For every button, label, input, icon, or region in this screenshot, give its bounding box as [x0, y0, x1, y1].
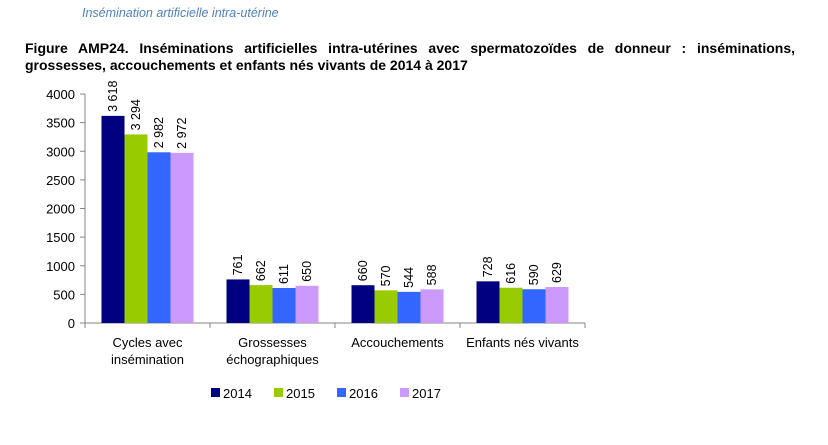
legend-swatch-2014: [211, 388, 220, 397]
category-label-1: échographiques: [226, 352, 319, 367]
y-tick-label: 3500: [46, 116, 75, 131]
bar-2015-3: [499, 287, 523, 323]
y-tick-label: 500: [53, 287, 75, 302]
value-label-2015-3: 616: [504, 263, 518, 284]
bar-2014-3: [476, 281, 500, 323]
value-label-2017-1: 650: [300, 261, 314, 282]
chart-category-labels: Cycles avec insémination Grossesses échogra…: [111, 335, 579, 367]
category-label-3: Enfants nés vivants: [466, 335, 579, 350]
legend-label-2017: 2017: [412, 386, 441, 401]
legend-label-2016: 2016: [349, 386, 378, 401]
value-label-2015-1: 662: [254, 260, 268, 281]
value-label-2017-3: 629: [550, 262, 564, 283]
bar-2016-1: [272, 288, 296, 323]
chart-axes: 0 500 1000 1500 2000 2500 3000 3500 4000: [46, 87, 586, 331]
bar-2015-2: [374, 290, 398, 323]
y-tick-label: 2000: [46, 202, 75, 217]
legend-label-2014: 2014: [223, 386, 252, 401]
value-label-2016-2: 544: [402, 267, 416, 288]
value-label-2014-3: 728: [481, 256, 495, 277]
value-label-2014-0: 3 618: [106, 81, 120, 112]
y-tick-label: 1500: [46, 230, 75, 245]
y-tick-label: 2500: [46, 173, 75, 188]
bar-2015-0: [124, 134, 148, 323]
legend-swatch-2017: [400, 388, 409, 397]
category-label-2: Accouchements: [351, 335, 444, 350]
legend-swatch-2015: [274, 388, 283, 397]
bar-2016-2: [397, 291, 421, 323]
y-tick-label: 1000: [46, 259, 75, 274]
bar-2015-1: [249, 285, 273, 323]
category-label-0: Cycles avec: [112, 335, 183, 350]
value-label-2015-2: 570: [379, 265, 393, 286]
bar-2017-2: [420, 289, 444, 323]
value-label-2017-0: 2 972: [175, 118, 189, 149]
chart-bars: [101, 115, 569, 323]
value-label-2016-1: 611: [277, 264, 291, 284]
bar-2017-1: [295, 285, 319, 323]
value-label-2015-0: 3 294: [129, 99, 143, 130]
y-tick-label: 0: [68, 316, 75, 331]
value-label-2016-0: 2 982: [152, 117, 166, 148]
bar-2014-1: [226, 279, 250, 323]
bar-2016-0: [147, 152, 171, 323]
bar-2014-2: [351, 285, 375, 323]
bar-2017-3: [545, 286, 569, 323]
bar-2017-0: [170, 152, 194, 323]
chart-legend: 2014 2015 2016 2017: [211, 386, 441, 401]
value-label-2014-1: 761: [231, 255, 245, 276]
chart-value-labels: 3 618 3 294 2 982 2 972 761 662 611 650 660 570 54…: [106, 81, 564, 288]
value-label-2014-2: 660: [356, 260, 370, 281]
legend-label-2015: 2015: [286, 386, 315, 401]
y-tick-label: 4000: [46, 87, 75, 102]
bar-2014-0: [101, 115, 125, 323]
value-label-2016-3: 590: [527, 264, 541, 285]
y-tick-label: 3000: [46, 144, 75, 159]
value-label-2017-2: 588: [425, 264, 439, 285]
category-label-1: Grossesses: [238, 335, 307, 350]
figure-title: Figure AMP24. Inséminations artificielle…: [25, 40, 795, 73]
section-header: Insémination artificielle intra-utérine: [82, 6, 279, 20]
legend-swatch-2016: [337, 388, 346, 397]
category-label-0: insémination: [111, 352, 184, 367]
bar-2016-3: [522, 289, 546, 323]
